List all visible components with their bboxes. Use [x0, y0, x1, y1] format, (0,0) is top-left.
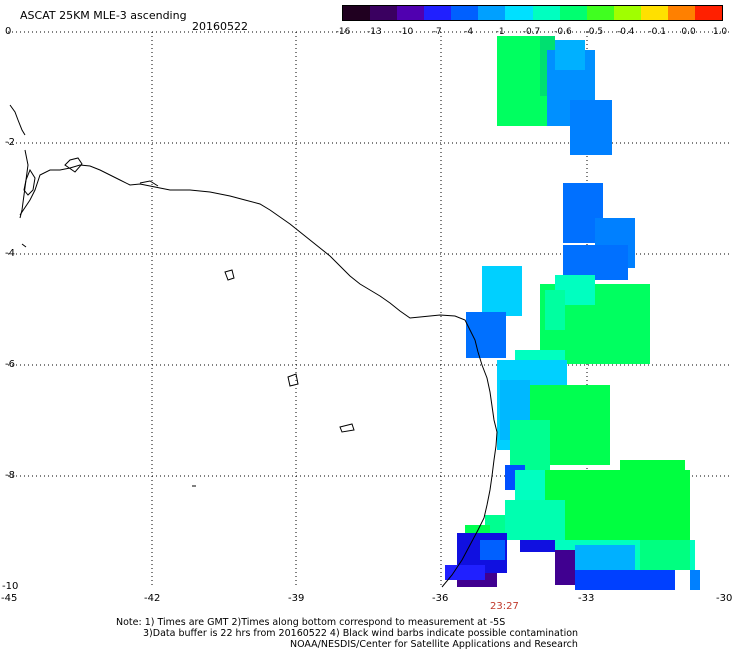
x-label-2: -39: [288, 593, 305, 604]
colorbar-segment: [424, 6, 452, 20]
x-label-1: -42: [144, 593, 161, 604]
note-line-3: NOAA/NESDIS/Center for Satellite Applica…: [290, 639, 578, 650]
x-label-0: -45: [1, 593, 18, 604]
y-label-2: -4: [5, 248, 15, 259]
colorbar-tick-label: -0.4: [616, 27, 635, 37]
x-label-3: -36: [432, 593, 449, 604]
colorbar-tick-label: -0.5: [585, 27, 604, 37]
coastline: [9, 104, 498, 588]
colorbar-tick-label: -0.7: [522, 27, 541, 37]
colorbar-segment: [451, 6, 479, 20]
note-line-1: Note: 1) Times are GMT 2)Times along bot…: [116, 617, 506, 628]
colorbar-segment: [505, 6, 533, 20]
colorbar-segment: [343, 6, 371, 20]
page-title: ASCAT 25KM MLE-3 ascending: [20, 9, 187, 22]
colorbar-tick-label: -13: [367, 27, 382, 37]
colorbar-segment: [397, 6, 425, 20]
colorbar-segment: [370, 6, 398, 20]
colorbar: [342, 5, 723, 21]
time-label: 23:27: [490, 601, 519, 612]
colorbar-tick-label: -0.6: [554, 27, 572, 37]
colorbar-segment: [667, 6, 696, 20]
colorbar-segment: [694, 6, 723, 20]
note-line-2: 3)Data buffer is 22 hrs from 20160522 4)…: [143, 628, 579, 639]
colorbar-tick-label: -10: [398, 27, 414, 37]
date-label: 20160522: [192, 20, 248, 33]
wind-swath: [445, 36, 700, 590]
y-label-0: 0: [5, 26, 12, 37]
colorbar-segment: [613, 6, 642, 20]
x-label-5: -30: [716, 593, 733, 604]
y-label-1: -2: [5, 137, 15, 148]
colorbar-segment: [640, 6, 669, 20]
y-label-3: -6: [5, 359, 15, 370]
colorbar-segment: [478, 6, 506, 20]
y-label-4: -8: [5, 470, 15, 481]
colorbar-segment: [532, 6, 561, 20]
colorbar-tick-label: -7: [432, 27, 442, 37]
x-label-4: -33: [578, 593, 595, 604]
colorbar-segment: [559, 6, 588, 20]
colorbar-tick-label: -16: [335, 27, 351, 37]
colorbar-tick-label: -0.1: [648, 27, 666, 37]
colorbar-segment: [586, 6, 615, 20]
y-label-5: -10: [2, 581, 19, 592]
